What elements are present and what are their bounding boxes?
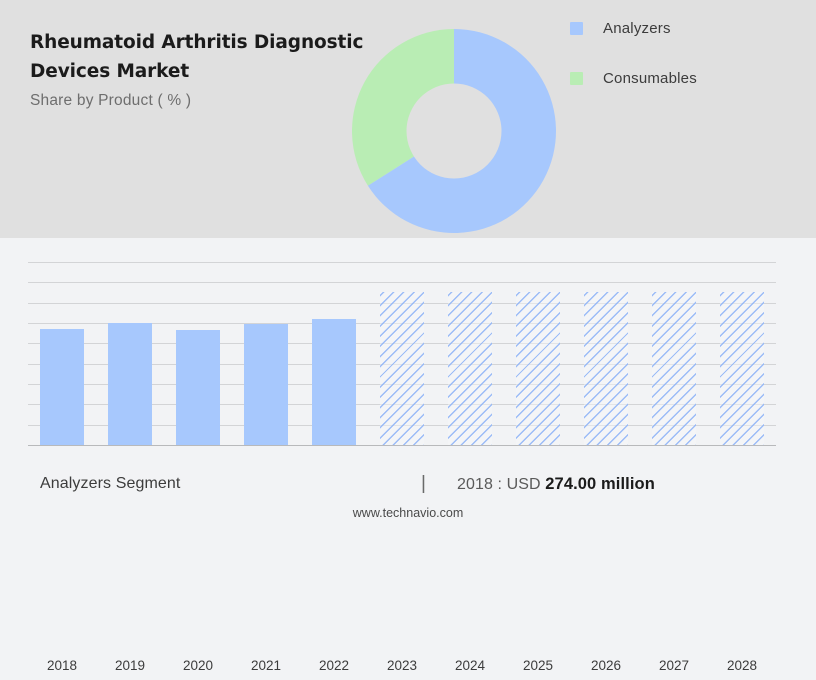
footer-divider: |: [421, 473, 426, 494]
x-axis-label-2021: 2021: [250, 658, 282, 673]
footer-metric: 2018 : USD 274.00 million: [457, 475, 655, 494]
x-axis-label-2019: 2019: [114, 658, 146, 673]
donut-chart-svg: [352, 29, 556, 233]
x-axis-label-2023: 2023: [386, 658, 418, 673]
square-swatch-icon: [570, 71, 583, 85]
title-block: Rheumatoid Arthritis Diagnostic Devices …: [30, 28, 370, 110]
x-axis-label-2027: 2027: [658, 658, 690, 673]
header-panel: Rheumatoid Arthritis Diagnostic Devices …: [0, 0, 816, 238]
legend-item-consumables[interactable]: Consumables: [570, 64, 697, 92]
bar-chart-panel: 2018 2019 2020 2021 2022 2023 2024 2025 2026 2027…: [0, 238, 816, 673]
footer-metric-value: 274.00 million: [545, 475, 655, 493]
gridline: [28, 282, 776, 283]
legend-label-consumables: Consumables: [603, 69, 697, 87]
bar-2019[interactable]: [108, 323, 152, 446]
bar-2023[interactable]: [380, 292, 424, 446]
footer: Analyzers Segment | 2018 : USD 274.00 mi…: [0, 464, 816, 528]
bar-2024[interactable]: [448, 292, 492, 446]
gridline: [28, 262, 776, 263]
page-title-line-2: Devices Market: [30, 61, 190, 82]
page-subtitle: Share by Product ( % ): [30, 92, 192, 109]
bar-2026[interactable]: [584, 292, 628, 446]
bar-2022[interactable]: [312, 319, 356, 446]
footer-url: www.technavio.com: [352, 506, 464, 520]
bar-2021[interactable]: [244, 324, 288, 446]
x-axis-label-2018: 2018: [46, 658, 78, 673]
x-axis-label-2020: 2020: [182, 658, 214, 673]
x-axis-label-2026: 2026: [590, 658, 622, 673]
legend-label-analyzers: Analyzers: [603, 19, 671, 37]
bar-2028[interactable]: [720, 292, 764, 446]
page-title-line-1: Rheumatoid Arthritis Diagnostic: [30, 32, 364, 53]
x-axis-label-2022: 2022: [318, 658, 350, 673]
bar-2020[interactable]: [176, 330, 220, 446]
bar-chart-plot-area: [28, 262, 776, 446]
x-axis-line: [28, 444, 776, 446]
legend-item-analyzers[interactable]: Analyzers: [570, 14, 697, 42]
donut-chart: [352, 29, 556, 233]
donut-center-hole: [406, 83, 502, 179]
x-axis-label-2025: 2025: [522, 658, 554, 673]
square-swatch-icon: [570, 21, 583, 35]
x-axis-label-2024: 2024: [454, 658, 486, 673]
footer-metric-prefix: 2018 : USD: [457, 476, 541, 493]
bar-2027[interactable]: [652, 292, 696, 446]
chart-legend: Analyzers Consumables: [570, 14, 697, 114]
footer-segment-label: Analyzers Segment: [40, 475, 181, 492]
bar-2025[interactable]: [516, 292, 560, 446]
bar-2018[interactable]: [40, 329, 84, 446]
x-axis-label-2028: 2028: [726, 658, 758, 673]
x-axis-labels: 2018 2019 2020 2021 2022 2023 2024 2025 2026 2027…: [28, 658, 776, 680]
